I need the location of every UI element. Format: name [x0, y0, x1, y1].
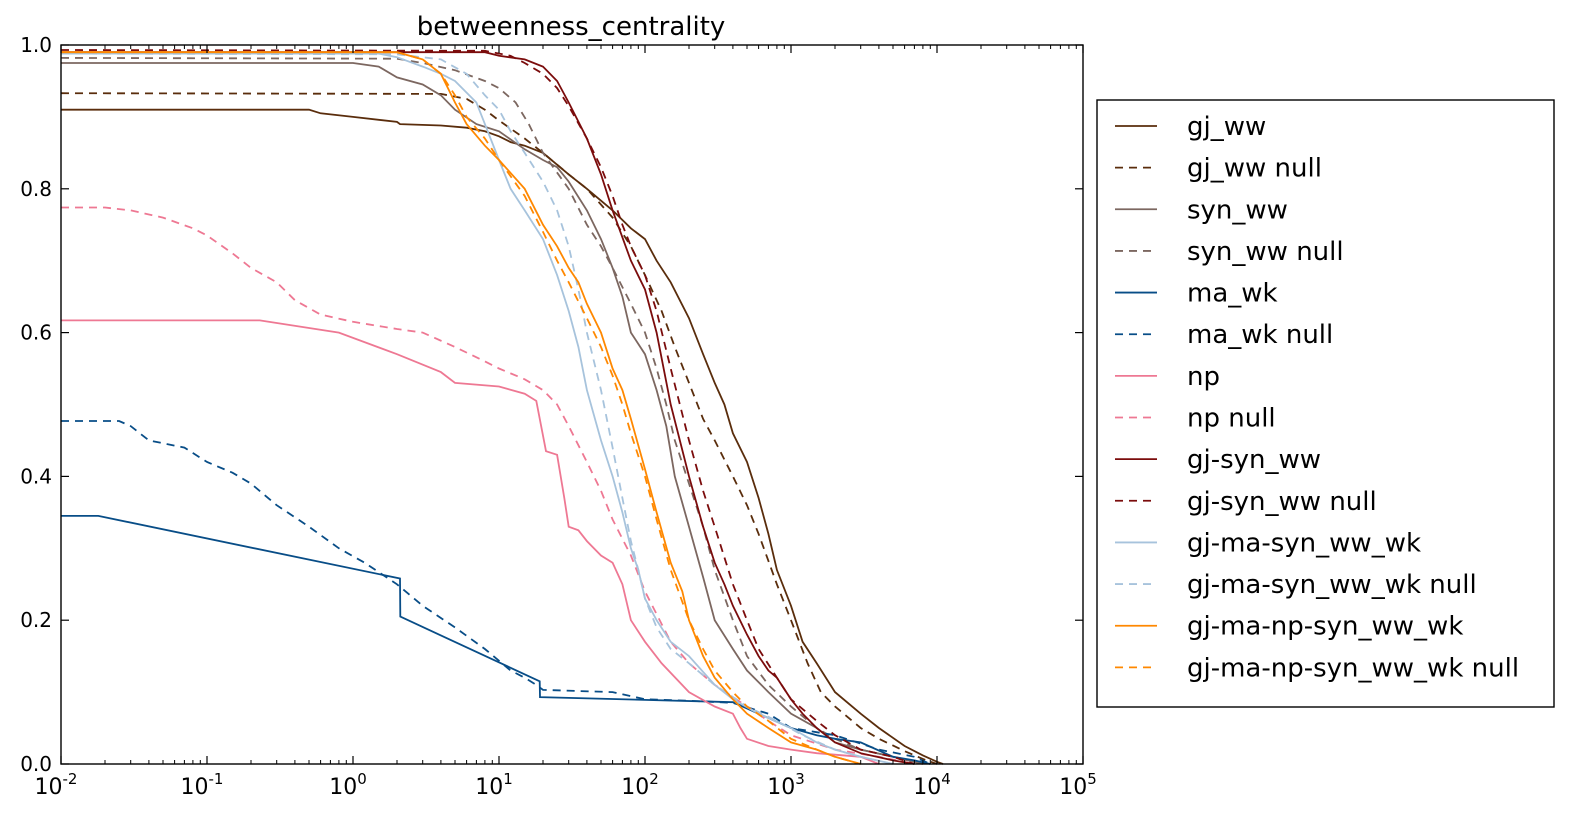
series-line-np — [61, 319, 880, 765]
legend-label-gj-syn-ww: gj-syn_ww — [1187, 445, 1321, 475]
chart-title: betweenness_centrality — [417, 12, 726, 42]
legend-label-gj-ma-np-syn-ww-wk: gj-ma-np-syn_ww_wk — [1187, 612, 1463, 642]
series-line-gj-ma-np-syn-ww-wk-null — [61, 51, 861, 765]
series-line-syn-ww-null — [60, 57, 924, 765]
y-tick-label: 0.2 — [20, 608, 52, 632]
x-tick-label: 105 — [1059, 770, 1097, 800]
series-line-np-null — [61, 206, 915, 765]
series-line-ma-wk — [61, 515, 931, 765]
x-tick-label: 101 — [475, 770, 513, 800]
x-tick-label: 102 — [621, 770, 659, 800]
y-tick-label: 0.8 — [20, 177, 52, 201]
series-line-gj-ma-np-syn-ww-wk — [61, 51, 861, 765]
y-tick-label: 1.0 — [20, 33, 52, 57]
x-tick-label: 100 — [329, 770, 367, 800]
series-line-gj-syn-ww-null — [60, 49, 915, 765]
x-tick-label: 104 — [913, 770, 951, 800]
legend-label-gj-ww: gj_ww — [1187, 112, 1266, 142]
series-line-gj-ma-syn-ww-wk-null — [60, 52, 894, 765]
y-tick-label: 0.4 — [20, 464, 52, 488]
x-axis: 10-2 10-1 100 101 102 103 104 105 — [35, 45, 1097, 800]
legend-label-np-null: np null — [1187, 404, 1276, 434]
series-line-ma-wk-null — [61, 420, 931, 765]
series-line-gj-ma-syn-ww-wk — [61, 52, 894, 765]
legend-label-gj-ma-np-syn-ww-wk-null: gj-ma-np-syn_ww_wk null — [1187, 653, 1519, 683]
legend-label-syn-ww-null: syn_ww null — [1187, 237, 1344, 267]
y-axis: 0.0 0.2 0.4 0.6 0.8 1.0 — [20, 33, 1083, 776]
y-tick-label: 0.6 — [20, 321, 52, 345]
plot-frame — [60, 44, 1084, 765]
legend-label-gj-ma-syn-ww-wk-null: gj-ma-syn_ww_wk null — [1187, 570, 1477, 600]
legend-label-syn-ww: syn_ww — [1187, 195, 1288, 225]
legend-label-np: np — [1187, 362, 1220, 392]
legend-label-ma-wk: ma_wk — [1187, 279, 1278, 309]
series-line-syn-ww — [61, 62, 924, 765]
series-line-gj-ww-null — [60, 92, 938, 765]
x-tick-label: 103 — [767, 770, 805, 800]
series-line-gj-ww — [61, 108, 944, 765]
legend-label-gj-syn-ww-null: gj-syn_ww null — [1187, 487, 1377, 517]
series-layer — [60, 49, 944, 765]
x-tick-label: 10-1 — [181, 770, 224, 800]
series-line-gj-syn-ww — [61, 51, 915, 765]
legend-label-ma-wk-null: ma_wk null — [1187, 320, 1333, 350]
legend-label-gj-ma-syn-ww-wk: gj-ma-syn_ww_wk — [1187, 528, 1421, 558]
y-tick-label: 0.0 — [20, 752, 52, 776]
legend: gj_ww gj_ww null syn_ww syn_ww null ma_wk ma_… — [1096, 99, 1555, 708]
x-tick-label: 10-2 — [35, 770, 78, 800]
legend-label-gj-ww-null: gj_ww null — [1187, 154, 1322, 184]
legend-frame — [1096, 99, 1555, 708]
